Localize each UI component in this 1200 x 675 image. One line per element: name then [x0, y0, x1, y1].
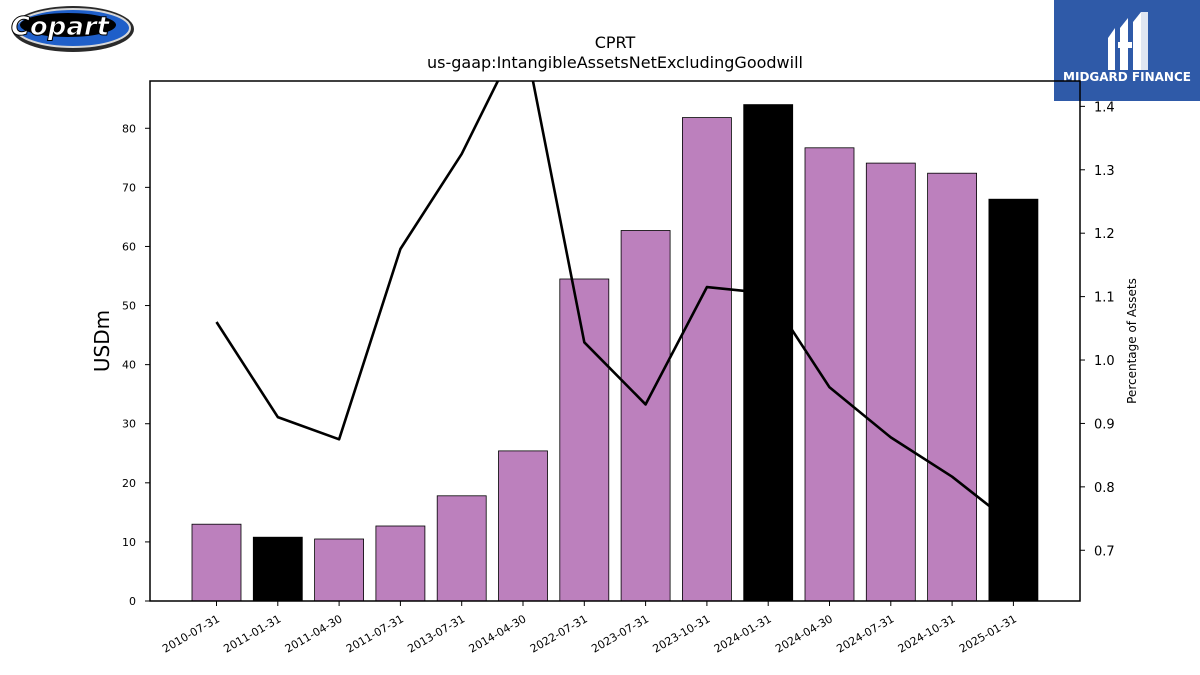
y-tick-label: 80: [122, 122, 136, 135]
x-tick-label: 2011-04-30: [283, 612, 345, 655]
x-tick-label: 2023-07-31: [589, 612, 651, 655]
y-tick-label: 20: [122, 477, 136, 490]
y-tick-label: 0: [129, 595, 136, 608]
x-tick-label: 2024-04-30: [773, 612, 835, 655]
bar-2022-07-31: [559, 278, 610, 602]
percentage-line: [215, 81, 1015, 526]
bar-2014-04-30: [498, 450, 548, 602]
y-tick-label: 30: [122, 418, 136, 431]
bars-layer: [191, 104, 1039, 602]
chart-subtitle: us-gaap:IntangibleAssetsNetExcludingGood…: [427, 53, 803, 72]
y-axis: 0 10 20 30 40 50 60 70 80: [122, 122, 150, 608]
y-tick-label: 60: [122, 240, 136, 253]
x-tick-label: 2014-04-30: [467, 612, 529, 655]
y2-tick-label: 1.4: [1094, 100, 1115, 115]
copart-logo-text: Copart: [11, 12, 111, 42]
bar-2011-04-30: [314, 538, 365, 602]
x-tick-label: 2022-07-31: [528, 612, 590, 655]
y2-tick-label: 0.8: [1094, 481, 1115, 496]
bar-2010-07-31: [191, 523, 242, 602]
y2-tick-label: 1.0: [1094, 354, 1115, 369]
x-tick-label: 2011-07-31: [344, 612, 406, 655]
midgard-logo: MIDGARD FINANCE: [1054, 0, 1200, 101]
y-tick-label: 50: [122, 300, 136, 313]
x-tick-label: 2011-01-31: [221, 612, 283, 655]
bar-2011-01-31: [252, 536, 303, 602]
bar-2024-01-31: [743, 104, 794, 602]
y2-tick-label: 1.2: [1094, 227, 1115, 242]
x-tick-label: 2013-07-31: [405, 612, 467, 655]
copart-logo: Copart: [10, 6, 134, 52]
x-axis: 2010-07-31 2011-01-31 2011-04-30 2011-07-31…: [160, 601, 1019, 656]
midgard-logo-text: MIDGARD FINANCE: [1063, 70, 1191, 84]
midgard-mark-icon: [1108, 12, 1148, 70]
y2-tick-label: 1.1: [1094, 291, 1115, 306]
y2-tick-label: 0.7: [1094, 544, 1115, 559]
line-layer: [215, 81, 1015, 526]
x-tick-label: 2023-10-31: [651, 612, 713, 655]
bar-2024-07-31: [865, 162, 916, 602]
bar-2013-07-31: [436, 495, 487, 602]
x-tick-label: 2024-07-31: [834, 612, 896, 655]
bar-2011-07-31: [375, 525, 426, 602]
bar-2024-04-30: [804, 147, 855, 602]
bar-2023-10-31: [682, 117, 732, 602]
x-tick-label: 2010-07-31: [160, 612, 222, 655]
x-tick-label: 2024-01-31: [712, 612, 774, 655]
bar-2023-07-31: [620, 230, 671, 602]
y-tick-label: 40: [122, 359, 136, 372]
chart-title: CPRT: [595, 33, 636, 52]
y-axis-label: USDm: [90, 310, 114, 372]
y-tick-label: 10: [122, 536, 136, 549]
y2-tick-label: 0.9: [1094, 417, 1115, 432]
bar-2024-10-31: [927, 172, 977, 602]
plot-frame: [149, 80, 1081, 602]
bar-2025-01-31: [988, 198, 1039, 602]
y2-axis: 0.7 0.8 0.9 1.0 1.1 1.2 1.3 1.4: [1080, 100, 1115, 559]
x-tick-label: 2025-01-31: [957, 612, 1019, 655]
y2-axis-label: Percentage of Assets: [1125, 278, 1139, 404]
x-tick-label: 2024-10-31: [896, 612, 958, 655]
y2-tick-label: 1.3: [1094, 164, 1115, 179]
y-tick-label: 70: [122, 181, 136, 194]
